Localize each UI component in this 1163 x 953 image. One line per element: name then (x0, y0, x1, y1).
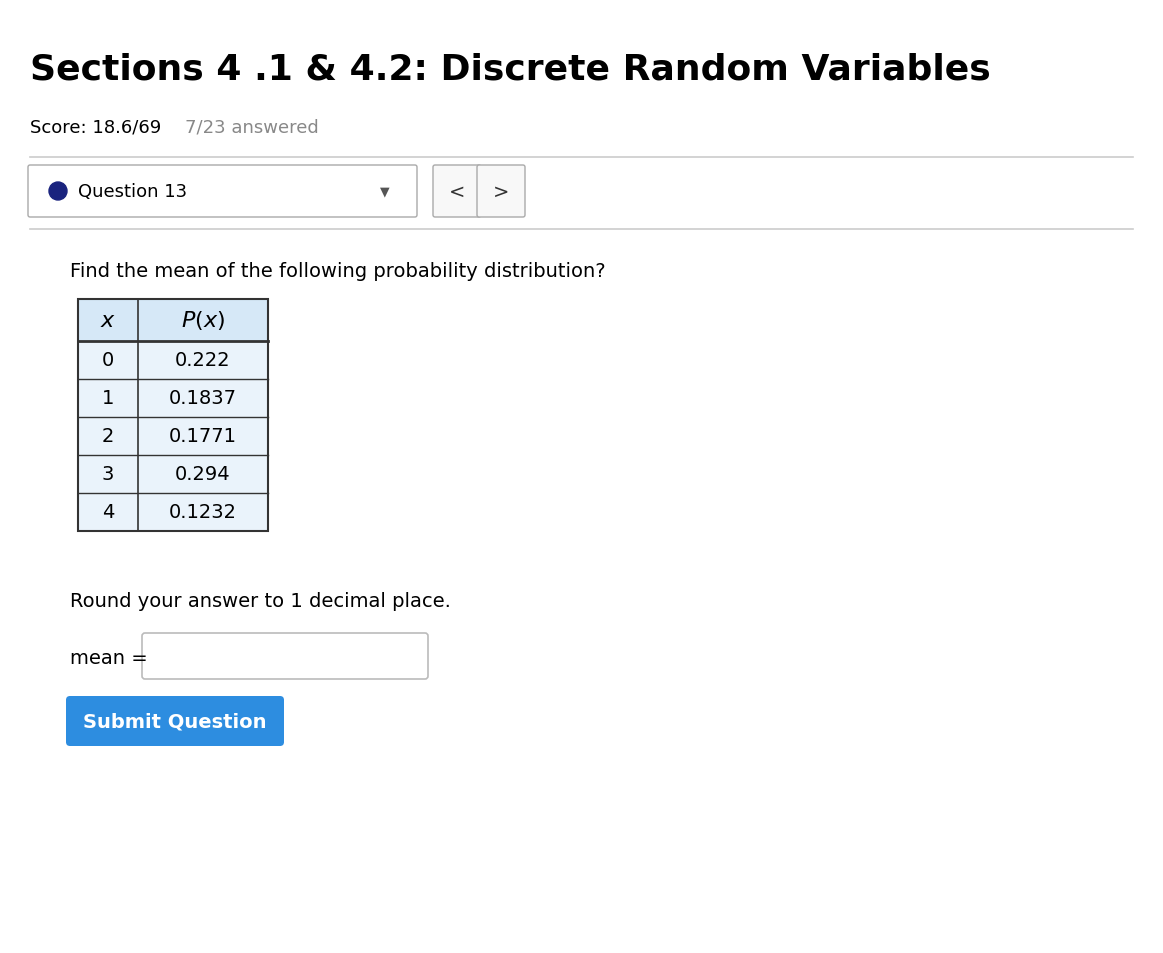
Text: Question 13: Question 13 (78, 183, 187, 201)
Text: Score: 18.6/69: Score: 18.6/69 (30, 118, 162, 136)
Text: 7/23 answered: 7/23 answered (185, 118, 319, 136)
FancyBboxPatch shape (78, 379, 267, 417)
Text: $x$: $x$ (100, 311, 116, 331)
FancyBboxPatch shape (78, 299, 267, 341)
FancyBboxPatch shape (78, 341, 267, 379)
Text: 0.1771: 0.1771 (169, 427, 237, 446)
Text: mean =: mean = (70, 649, 148, 668)
Text: 0.1837: 0.1837 (169, 389, 237, 408)
Text: Sections 4 .1 & 4.2: Discrete Random Variables: Sections 4 .1 & 4.2: Discrete Random Var… (30, 52, 991, 86)
Text: ▼: ▼ (380, 185, 390, 198)
Text: Submit Question: Submit Question (84, 712, 266, 731)
Text: 4: 4 (102, 503, 114, 522)
Text: Find the mean of the following probability distribution?: Find the mean of the following probabili… (70, 262, 606, 281)
FancyBboxPatch shape (66, 697, 284, 746)
Text: 0.222: 0.222 (176, 351, 230, 370)
FancyBboxPatch shape (78, 494, 267, 532)
Text: 0.294: 0.294 (176, 465, 230, 484)
FancyBboxPatch shape (477, 166, 525, 218)
Text: >: > (493, 182, 509, 201)
Text: <: < (449, 182, 465, 201)
Circle shape (49, 183, 67, 201)
Text: Round your answer to 1 decimal place.: Round your answer to 1 decimal place. (70, 592, 451, 610)
Text: 1: 1 (102, 389, 114, 408)
FancyBboxPatch shape (78, 456, 267, 494)
Text: 3: 3 (102, 465, 114, 484)
FancyBboxPatch shape (433, 166, 481, 218)
FancyBboxPatch shape (142, 634, 428, 679)
Text: 0: 0 (102, 351, 114, 370)
FancyBboxPatch shape (78, 417, 267, 456)
FancyBboxPatch shape (28, 166, 418, 218)
Text: 0.1232: 0.1232 (169, 503, 237, 522)
Text: $P(x)$: $P(x)$ (181, 309, 224, 333)
Text: 2: 2 (102, 427, 114, 446)
